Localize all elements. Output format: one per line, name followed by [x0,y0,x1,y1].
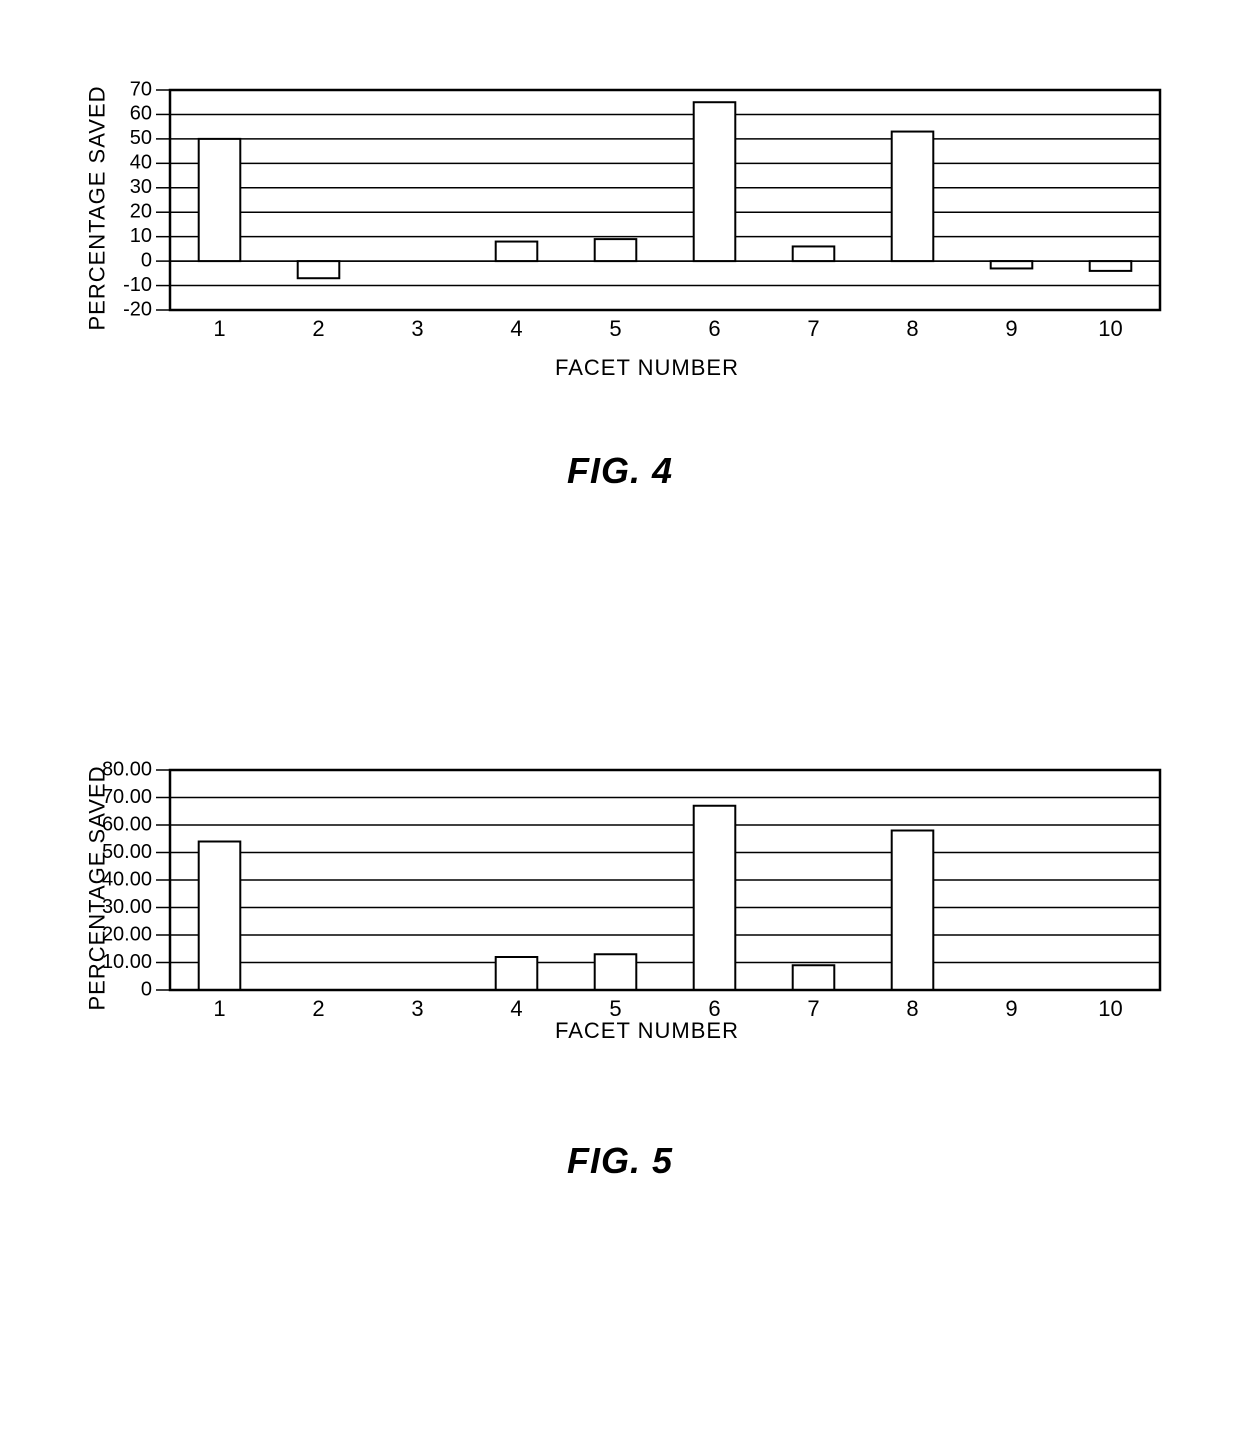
svg-text:-10: -10 [123,274,152,296]
figure-4-block: -20-1001020304050607012345678910 PERCENT… [0,0,1240,365]
svg-text:10: 10 [1098,316,1122,341]
figure-5-svg: 010.0020.0030.0040.0050.0060.0070.0080.0… [0,750,1190,1045]
svg-text:6: 6 [708,316,720,341]
svg-text:70: 70 [130,78,152,100]
svg-text:3: 3 [411,996,423,1021]
svg-text:7: 7 [807,996,819,1021]
svg-text:1: 1 [213,316,225,341]
svg-text:4: 4 [510,996,522,1021]
svg-text:4: 4 [510,316,522,341]
svg-text:0: 0 [141,978,152,1000]
figure-4-xlabel: FACET NUMBER [555,355,739,381]
svg-text:3: 3 [411,316,423,341]
figure-4-ylabel: PERCENTAGE SAVED [85,85,111,330]
svg-text:50: 50 [130,127,152,149]
figure-5-caption: FIG. 5 [0,1140,1240,1182]
svg-text:30: 30 [130,176,152,198]
svg-text:5: 5 [609,316,621,341]
figure-5-xlabel: FACET NUMBER [555,1018,739,1044]
svg-text:40: 40 [130,152,152,174]
svg-text:0: 0 [141,249,152,271]
figure-5-ylabel: PERCENTAGE SAVED [85,765,111,1010]
svg-text:10: 10 [1098,996,1122,1021]
svg-text:8: 8 [906,996,918,1021]
svg-text:9: 9 [1005,996,1017,1021]
svg-text:8: 8 [906,316,918,341]
figure-4-svg: -20-1001020304050607012345678910 [0,0,1190,365]
svg-text:-20: -20 [123,298,152,320]
svg-text:1: 1 [213,996,225,1021]
svg-text:9: 9 [1005,316,1017,341]
figure-5-chart: 010.0020.0030.0040.0050.0060.0070.0080.0… [0,750,1240,1045]
svg-text:2: 2 [312,316,324,341]
svg-text:10: 10 [130,225,152,247]
figure-4-chart: -20-1001020304050607012345678910 PERCENT… [0,0,1240,365]
figure-5-block: 010.0020.0030.0040.0050.0060.0070.0080.0… [0,750,1240,1045]
figure-4-caption: FIG. 4 [0,450,1240,492]
svg-text:20: 20 [130,201,152,223]
svg-text:60: 60 [130,103,152,125]
svg-text:2: 2 [312,996,324,1021]
svg-text:7: 7 [807,316,819,341]
